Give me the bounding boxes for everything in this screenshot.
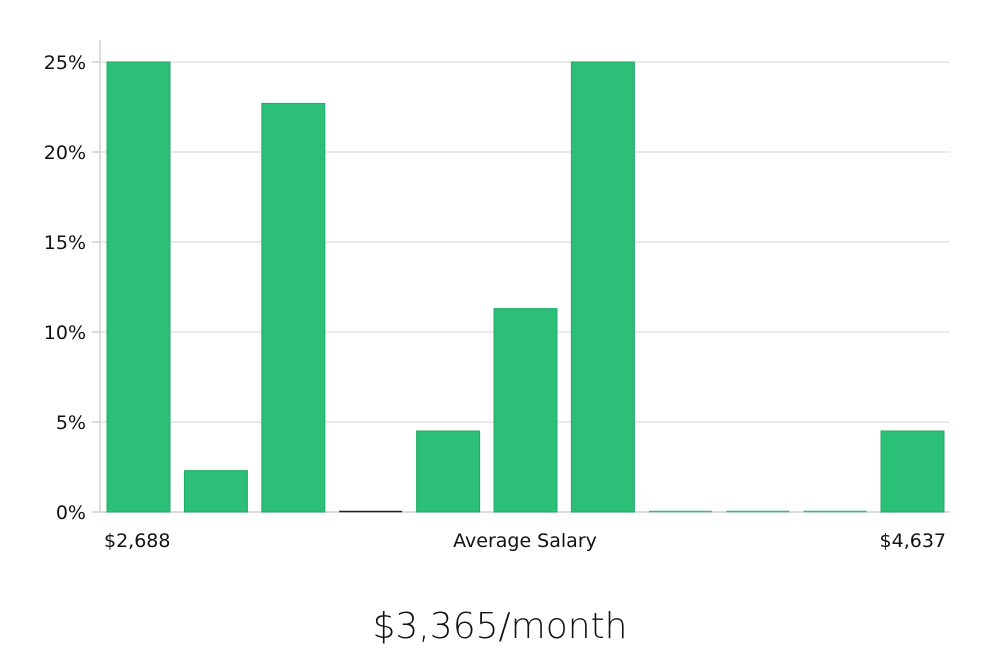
y-tick-label: 25% bbox=[44, 52, 86, 74]
bars bbox=[106, 61, 945, 513]
salary-histogram: 0% 5% 10% 15% 20% 25% $2,688 Average Salary $… bbox=[44, 40, 950, 552]
y-tick-label: 20% bbox=[44, 142, 86, 164]
y-tick-label: 5% bbox=[56, 412, 86, 434]
x-axis-labels: $2,688 Average Salary $4,637 bbox=[104, 530, 946, 552]
y-tick-labels: 0% 5% 10% 15% 20% 25% bbox=[44, 52, 86, 524]
y-tick-label: 10% bbox=[44, 322, 86, 344]
histogram-bar bbox=[416, 430, 481, 513]
y-tick-label: 0% bbox=[56, 502, 86, 524]
x-min-label: $2,688 bbox=[104, 530, 170, 552]
histogram-bar bbox=[183, 470, 248, 513]
histogram-bar bbox=[261, 102, 326, 513]
histogram-bar bbox=[493, 308, 558, 513]
histogram-bar bbox=[570, 61, 635, 513]
average-salary-summary: $3,365/month bbox=[372, 606, 628, 647]
x-axis-title: Average Salary bbox=[453, 530, 597, 552]
histogram-bar bbox=[106, 61, 171, 513]
grid-lines bbox=[100, 61, 950, 423]
y-tick-label: 15% bbox=[44, 232, 86, 254]
histogram-bar bbox=[880, 430, 945, 513]
x-max-label: $4,637 bbox=[880, 530, 946, 552]
